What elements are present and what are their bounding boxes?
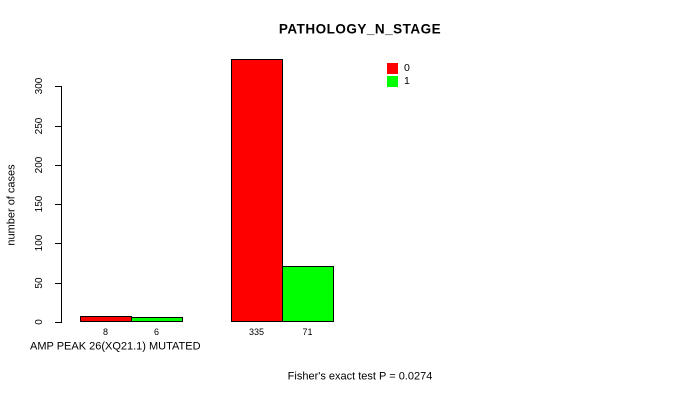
x-axis-label: AMP PEAK 26(XQ21.1) MUTATED	[30, 340, 201, 353]
legend-label: 1	[404, 75, 410, 88]
legend-item: 0	[387, 63, 410, 74]
bar-value-label: 71	[302, 327, 313, 337]
y-axis-label: number of cases	[5, 164, 18, 246]
bar-series-1	[131, 317, 183, 322]
y-tick-label: 150	[34, 195, 45, 213]
y-tick-label: 50	[34, 277, 45, 289]
y-tick-mark	[55, 204, 61, 205]
legend-swatch-icon	[387, 76, 398, 87]
bar-series-1	[282, 266, 334, 322]
bar-series-0	[80, 316, 132, 322]
y-tick-label: 300	[34, 77, 45, 95]
chart-title: PATHOLOGY_N_STAGE	[278, 21, 442, 37]
stat-test-note: Fisher's exact test P = 0.0274	[287, 370, 433, 383]
y-tick-label: 100	[34, 234, 45, 252]
y-tick-mark	[55, 86, 61, 87]
y-tick-mark	[55, 243, 61, 244]
bar-value-label: 335	[248, 327, 265, 337]
bar-series-0	[231, 59, 283, 322]
y-tick-mark	[55, 322, 61, 323]
legend-label: 0	[404, 62, 410, 75]
y-tick-label: 250	[34, 117, 45, 135]
y-tick-mark	[55, 283, 61, 284]
y-tick-label: 200	[34, 156, 45, 174]
y-tick-label: 0	[34, 319, 45, 325]
legend-item: 1	[387, 76, 410, 87]
y-tick-mark	[55, 165, 61, 166]
y-axis-line	[61, 86, 62, 323]
bar-value-label: 8	[102, 327, 108, 337]
y-tick-mark	[55, 126, 61, 127]
legend-swatch-icon	[387, 63, 398, 74]
bar-value-label: 6	[153, 327, 159, 337]
